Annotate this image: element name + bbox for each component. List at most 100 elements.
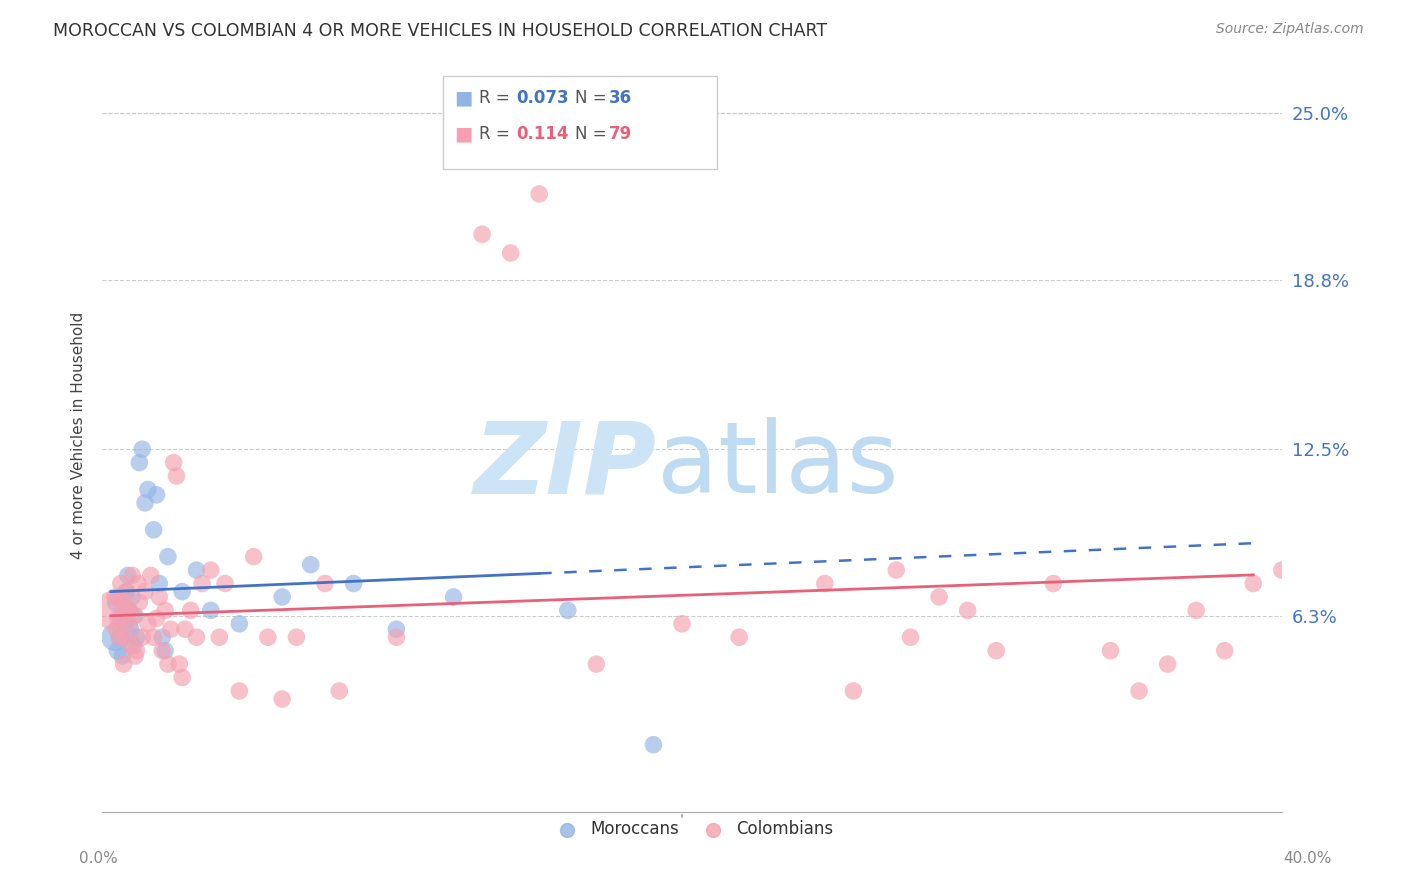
Point (120, 638, 142, 652)
Point (257, 630, 280, 644)
Point (271, 590, 294, 604)
Point (169, 657, 191, 672)
Text: R =: R = (479, 89, 516, 107)
Text: Source: ZipAtlas.com: Source: ZipAtlas.com (1216, 22, 1364, 37)
Text: N =: N = (575, 125, 612, 143)
Point (1042, 576, 1064, 591)
Point (145, 611, 167, 625)
Point (104, 590, 127, 604)
Point (529, 186, 551, 201)
Point (104, 630, 127, 644)
Point (986, 643, 1008, 657)
Point (117, 568, 139, 582)
Point (114, 616, 136, 631)
Point (342, 576, 364, 591)
Point (153, 603, 176, 617)
Point (328, 684, 350, 698)
Point (118, 603, 141, 617)
Point (1213, 643, 1236, 657)
Point (107, 643, 129, 657)
Text: 36: 36 (609, 89, 631, 107)
Text: R =: R = (479, 125, 520, 143)
Point (128, 456, 150, 470)
Point (150, 643, 173, 657)
Point (124, 608, 146, 623)
Point (112, 657, 135, 672)
Point (142, 630, 165, 644)
Point (127, 576, 149, 591)
Point (499, 246, 522, 260)
Text: MOROCCAN VS COLOMBIAN 4 OR MORE VEHICLES IN HOUSEHOLD CORRELATION CHART: MOROCCAN VS COLOMBIAN 4 OR MORE VEHICLES… (53, 22, 828, 40)
Text: ZIP: ZIP (474, 417, 657, 515)
Point (122, 638, 145, 652)
Point (148, 576, 170, 591)
Point (285, 630, 308, 644)
Point (728, 630, 751, 644)
Point (162, 456, 184, 470)
Point (557, 603, 579, 617)
Point (125, 630, 148, 644)
Point (928, 590, 950, 604)
Point (115, 584, 138, 599)
Point (150, 630, 173, 644)
Point (180, 603, 202, 617)
Point (121, 590, 143, 604)
Point (643, 738, 665, 752)
Point (1271, 563, 1294, 577)
Point (139, 568, 162, 582)
Point (1185, 603, 1208, 617)
Point (115, 584, 138, 599)
Point (110, 576, 132, 591)
Text: ■: ■ (454, 88, 472, 108)
Point (443, 590, 465, 604)
Point (121, 568, 143, 582)
Point (148, 590, 170, 604)
Point (110, 611, 132, 625)
Point (242, 549, 264, 564)
Point (471, 227, 494, 242)
Point (107, 611, 129, 625)
Point (271, 692, 294, 706)
Point (103, 603, 125, 617)
Point (1327, 630, 1350, 644)
Point (172, 584, 194, 599)
Point (156, 657, 179, 672)
Point (172, 671, 194, 685)
Point (385, 630, 408, 644)
Point (134, 584, 156, 599)
Point (1357, 590, 1379, 604)
Legend: Moroccans, Colombians: Moroccans, Colombians (544, 814, 839, 845)
Point (124, 648, 146, 663)
Point (1128, 684, 1150, 698)
Point (186, 563, 208, 577)
Text: N =: N = (575, 89, 612, 107)
Point (956, 603, 979, 617)
Text: 79: 79 (609, 125, 633, 143)
Point (145, 488, 167, 502)
Point (159, 622, 181, 636)
Point (228, 684, 250, 698)
Point (174, 622, 197, 636)
Point (884, 563, 907, 577)
Point (131, 630, 153, 644)
Point (385, 622, 408, 636)
Point (131, 442, 153, 457)
Point (200, 603, 222, 617)
Text: atlas: atlas (657, 417, 898, 515)
Text: 0.114: 0.114 (516, 125, 568, 143)
Point (120, 622, 142, 636)
Point (900, 630, 922, 644)
Point (842, 684, 865, 698)
Point (814, 576, 837, 591)
Point (134, 496, 156, 510)
Point (105, 622, 128, 636)
Point (114, 630, 136, 644)
Point (228, 616, 250, 631)
Point (108, 630, 131, 644)
Y-axis label: 4 or more Vehicles in Household: 4 or more Vehicles in Household (72, 312, 86, 559)
Point (200, 563, 222, 577)
Point (1385, 549, 1406, 564)
Point (314, 576, 336, 591)
Text: ■: ■ (454, 124, 472, 144)
Point (299, 558, 322, 572)
